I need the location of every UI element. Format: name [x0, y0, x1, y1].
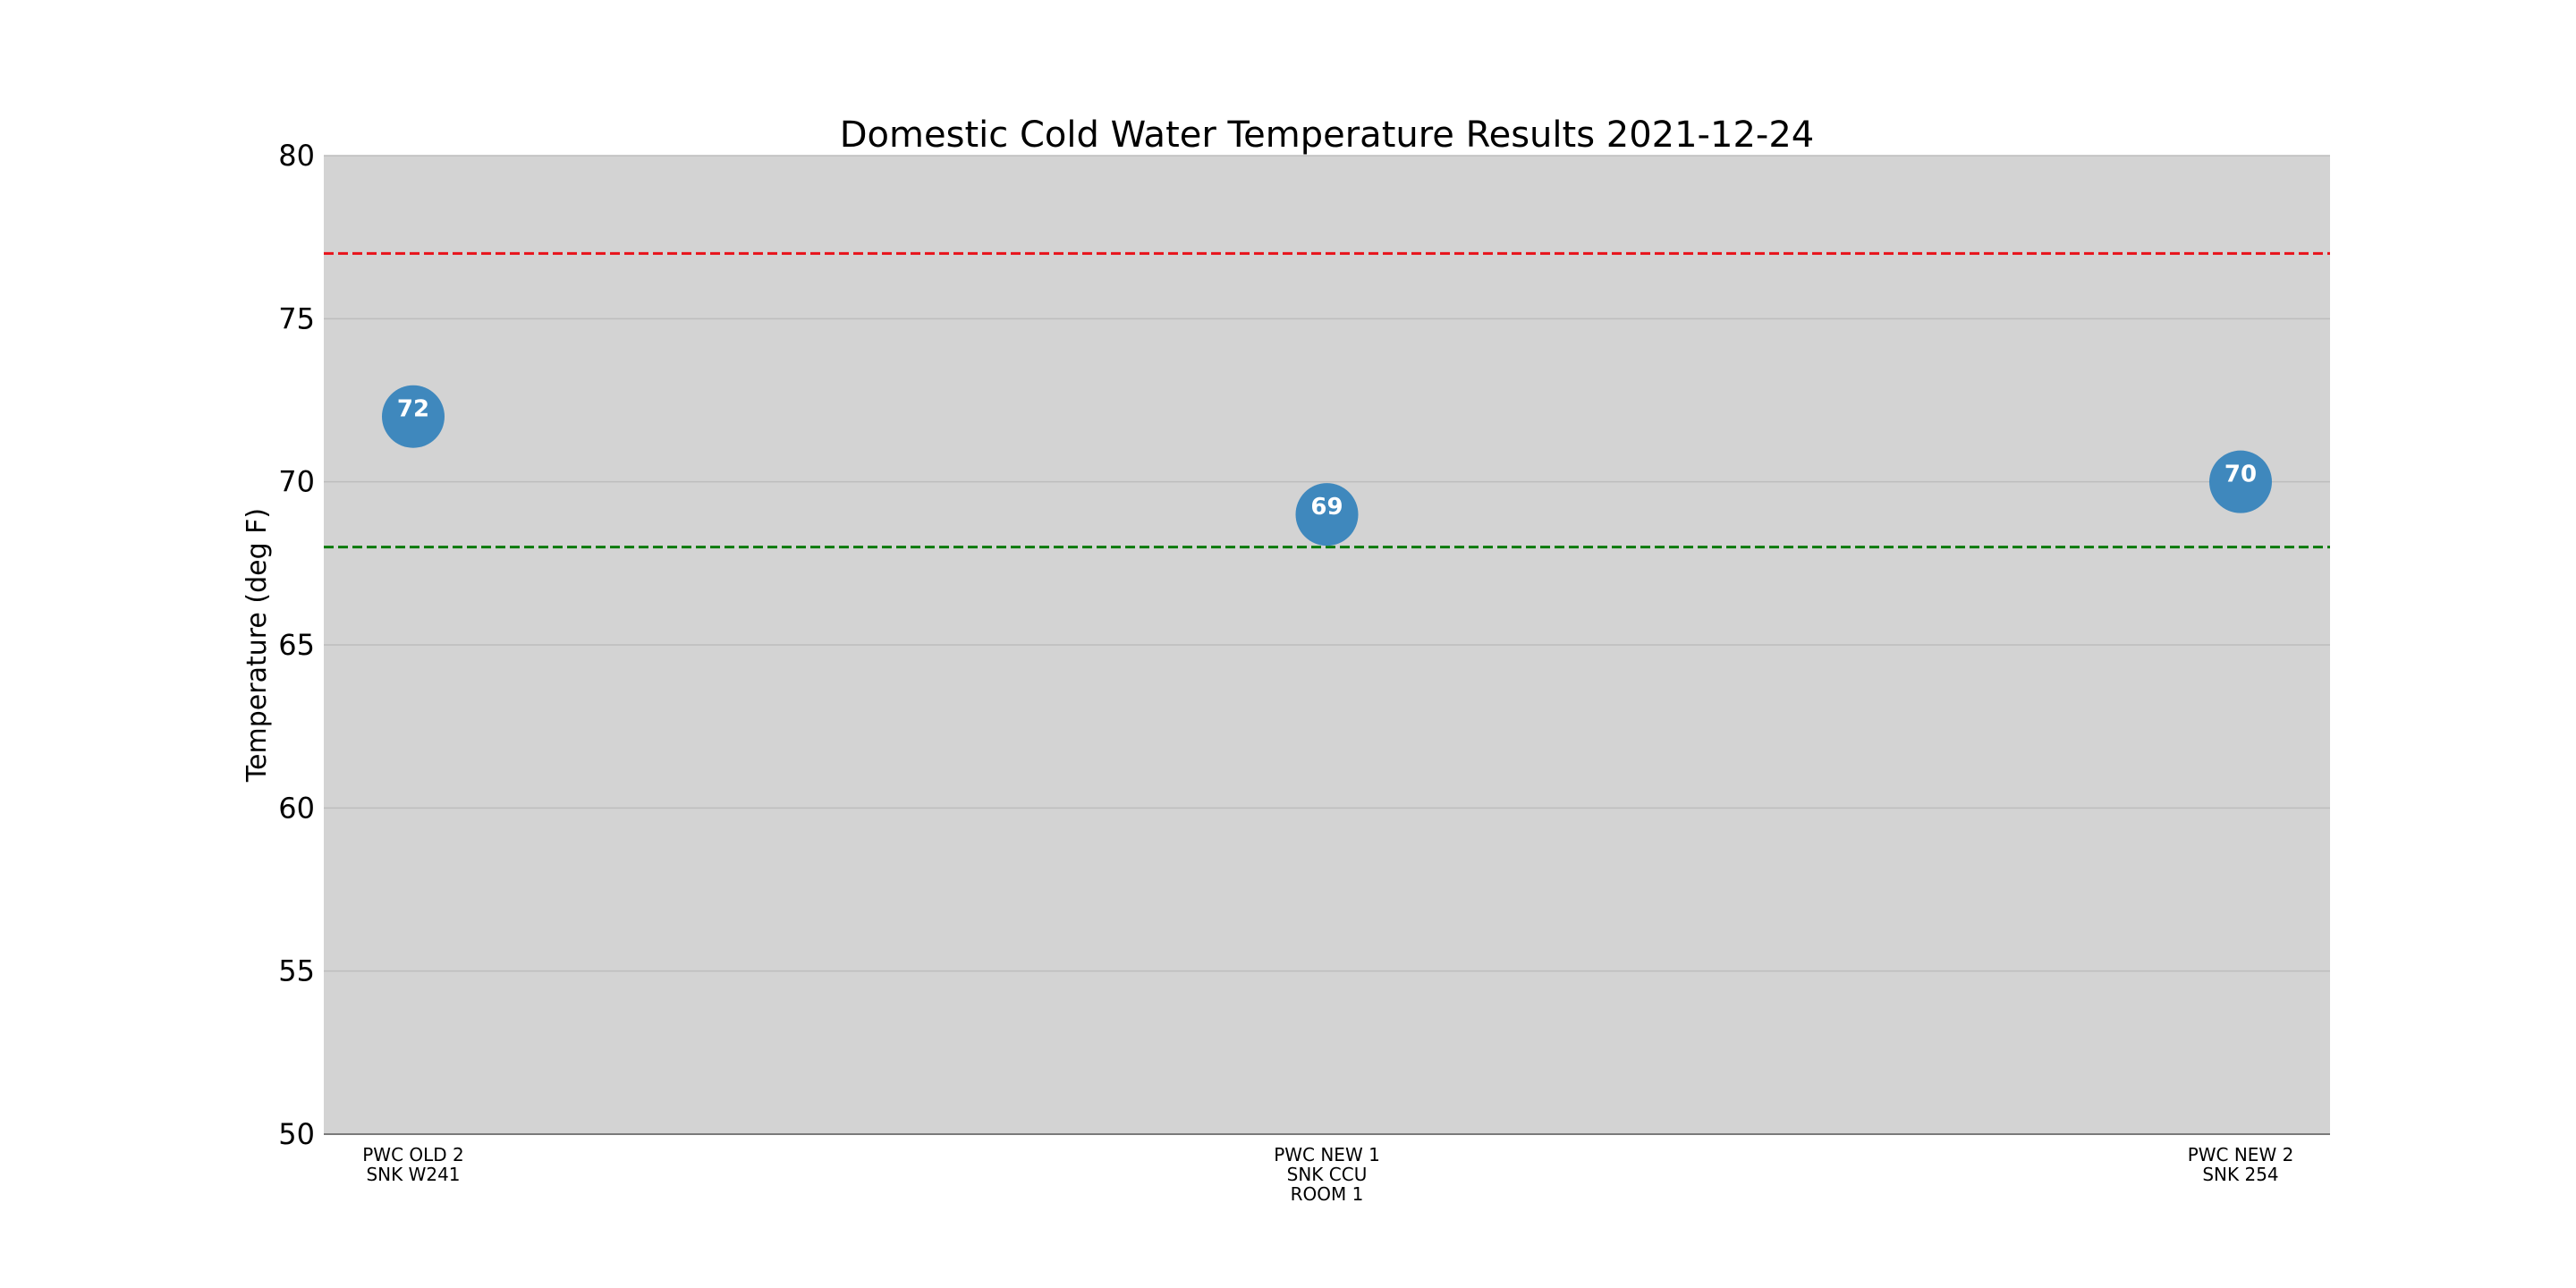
x-tick-label: PWC OLD 2 SNK W241 [362, 1144, 464, 1185]
y-tick-label: 60 [278, 791, 315, 825]
data-point [382, 385, 445, 448]
reference-lines [324, 251, 2330, 549]
data-point [1295, 483, 1359, 547]
chart-title: Domestic Cold Water Temperature Results … [840, 114, 1814, 156]
data-label: 69 [1310, 494, 1343, 521]
y-tick-label: 75 [278, 301, 315, 335]
data-points: 72 69 70 [382, 385, 2272, 547]
x-axis-ticks: PWC OLD 2 SNK W241 PWC NEW 1 SNK CCU ROOM 1 P… [362, 1144, 2293, 1205]
y-tick-label: 50 [278, 1117, 315, 1151]
y-axis-ticks: 50 55 60 65 70 75 80 [278, 139, 315, 1151]
y-tick-label: 55 [278, 954, 315, 988]
data-label: 70 [2224, 462, 2257, 488]
y-axis-label: Temperature (deg F) [242, 508, 273, 783]
y-tick-label: 80 [278, 139, 315, 173]
x-tick-label: PWC NEW 2 SNK 254 [2188, 1144, 2294, 1185]
y-tick-label: 65 [278, 628, 315, 662]
data-label: 72 [397, 396, 429, 423]
data-point [2209, 450, 2272, 513]
x-tick-label: PWC NEW 1 SNK CCU ROOM 1 [1274, 1144, 1380, 1205]
y-tick-label: 70 [278, 465, 315, 499]
